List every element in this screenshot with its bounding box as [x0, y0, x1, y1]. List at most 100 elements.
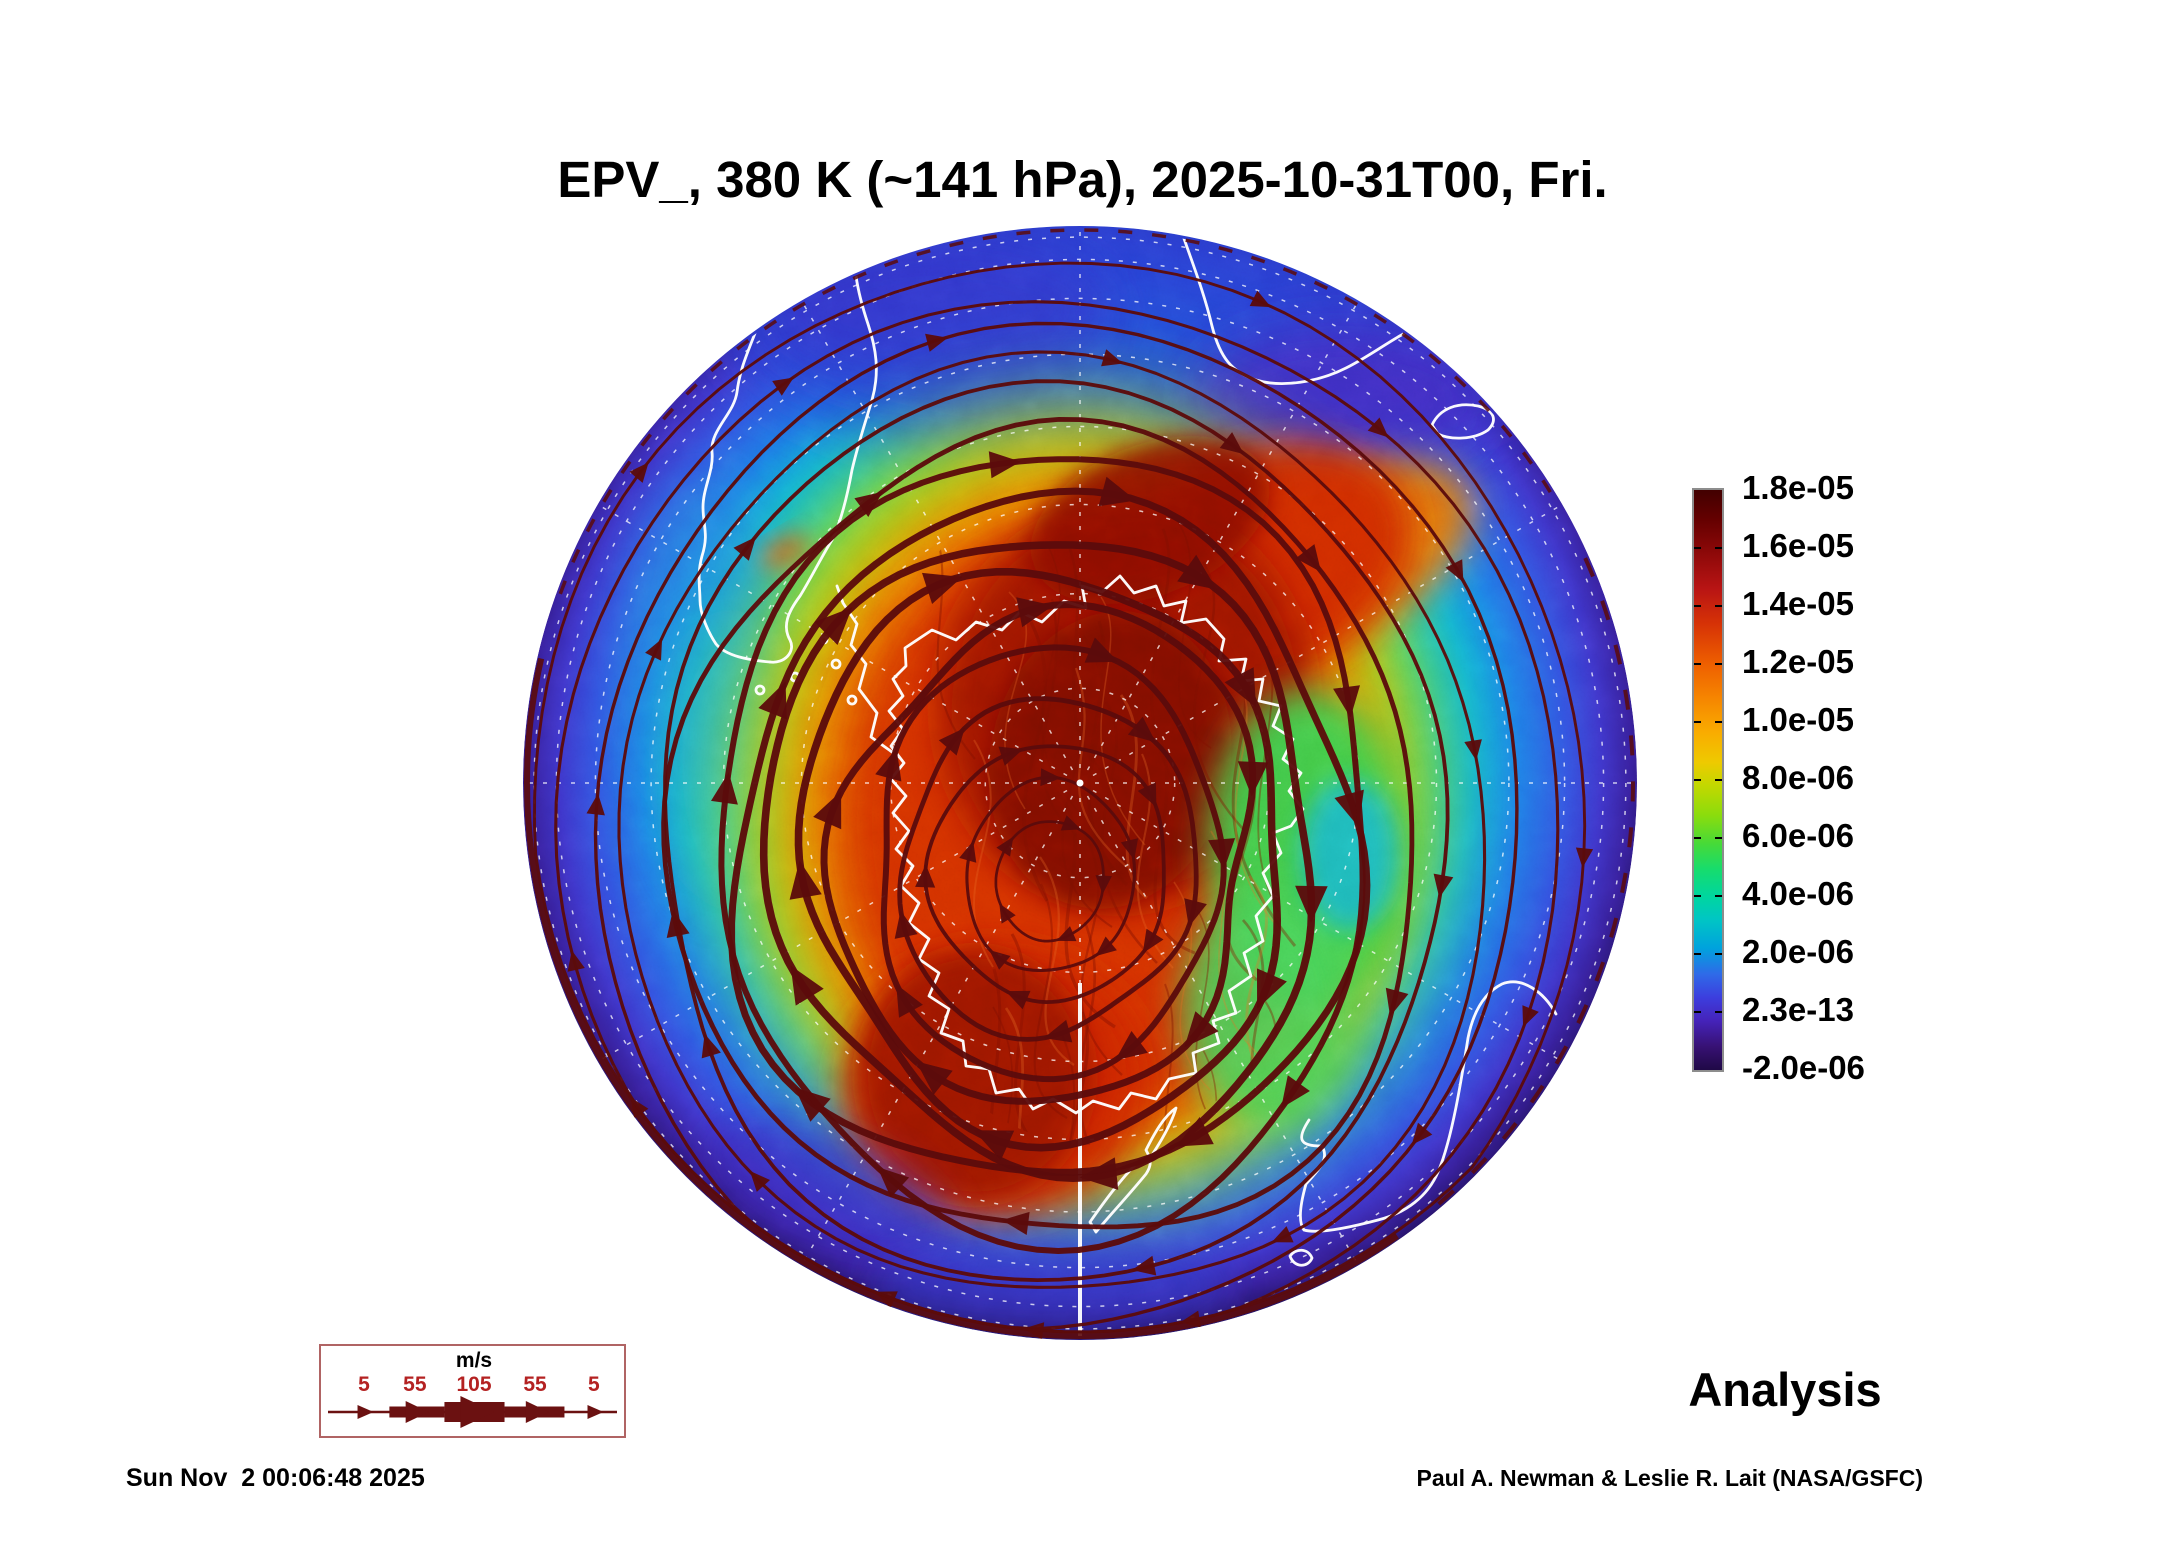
meridian-line: [1086, 795, 1357, 1262]
colorbar-tick-label: 1.4e-05: [1742, 585, 1854, 622]
streamline-arrowhead-icon: [959, 840, 977, 863]
colorbar-tick-label: 1.2e-05: [1742, 643, 1854, 680]
wind-arrowhead-icon: [460, 1396, 495, 1428]
streamline-arrowhead-icon: [1433, 873, 1454, 898]
streamline-arrowhead-icon: [1060, 815, 1081, 831]
meridian-line: [1092, 506, 1559, 777]
wind-legend-border: [319, 1344, 626, 1438]
rim-arc: [524, 657, 1399, 1339]
streamline: [663, 379, 1450, 1282]
wind-speed-label: 55: [523, 1373, 547, 1396]
streamline-arrowhead-icon: [1249, 290, 1271, 308]
streamline-arrowhead-icon: [1137, 782, 1157, 808]
streamline-arrowhead-icon: [1575, 847, 1594, 868]
streamline-arrowhead-icon: [758, 681, 787, 720]
streamline-arrowhead-icon: [996, 836, 1014, 857]
wind-arrowhead-icon: [357, 1405, 374, 1419]
colorbar-ticks: [1694, 547, 1722, 1013]
streamline-arrowhead-icon: [973, 1130, 1015, 1161]
wind-units-label: m/s: [456, 1349, 492, 1372]
streamline-arrowhead-icon: [1445, 559, 1464, 583]
streamline-arrowhead-icon: [711, 772, 738, 805]
streamline-arrowhead-icon: [877, 1166, 910, 1198]
streamline-arrowhead-icon: [1411, 1122, 1433, 1145]
streamline-arrowhead-icon: [1115, 1031, 1148, 1061]
page-title: EPV_, 380 K (~141 hPa), 2025-10-31T00, F…: [557, 151, 1608, 208]
wind-arrowhead-icon: [525, 1401, 549, 1423]
colorbar-tick-label: -2.0e-06: [1742, 1049, 1865, 1086]
latitude-circle: [984, 687, 1176, 879]
coastline-tasmania: [1288, 1248, 1314, 1267]
streamline-arrowhead-icon: [1281, 1075, 1310, 1109]
meridian-line: [803, 304, 1074, 771]
streamline-arrowhead-icon: [733, 536, 756, 561]
streamline-arrowhead-icon: [1177, 554, 1217, 590]
streamline-arrowhead-icon: [1224, 667, 1257, 708]
colorbar: [1692, 488, 1724, 1072]
meridian-line: [803, 795, 1074, 1262]
streamline-arrowhead-icon: [998, 746, 1024, 766]
streamline-arrowhead-icon: [1522, 1005, 1539, 1028]
streamline-arrowhead-icon: [1333, 685, 1360, 718]
streamline-arrowhead-icon: [1084, 637, 1119, 663]
streamline-arrowhead-icon: [875, 748, 902, 782]
colorbar-tick-label: 2.0e-06: [1742, 933, 1854, 970]
streamline-arrowhead-icon: [1367, 417, 1389, 438]
streamline-arrowhead-icon: [1005, 990, 1031, 1010]
streamline-arrowhead-icon: [586, 793, 605, 816]
streamline-arrowhead-icon: [789, 860, 822, 900]
colorbar-tick-label: 1.6e-05: [1742, 527, 1854, 564]
wind-speed-label: 5: [358, 1373, 370, 1396]
wind-speed-label: 105: [457, 1373, 492, 1396]
streamline-arrowhead-icon: [896, 984, 923, 1018]
streamline-arrowhead-icon: [989, 950, 1011, 970]
colorbar-tick-label: 4.0e-06: [1742, 875, 1854, 912]
streamline-arrowhead-icon: [629, 462, 649, 483]
streamline-arrowhead-icon: [1120, 838, 1139, 860]
rim-arcs-layer: [524, 228, 1636, 1339]
streamline: [554, 300, 1560, 1334]
coastline-antarctica: [887, 574, 1305, 1115]
streamline-arrowhead-icon: [1132, 1255, 1157, 1276]
coastline-new-zealand-north: [1144, 1106, 1178, 1160]
coastline-madagascar: [1430, 403, 1495, 440]
generation-timestamp: Sun Nov 2 00:06:48 2025: [126, 1464, 425, 1492]
streamline-arrowhead-icon: [1257, 968, 1287, 1009]
streamline-arrowhead-icon: [894, 910, 918, 939]
meridian-line: [1086, 304, 1357, 771]
wind-arrowhead-icon: [405, 1401, 429, 1423]
rim-arc: [1434, 557, 1636, 1209]
latitude-circle: [594, 297, 1566, 1269]
streamline-arrowhead-icon: [813, 791, 842, 830]
streamline-arrowhead-icon: [1040, 768, 1061, 787]
colorbar-tick-label: 2.3e-13: [1742, 991, 1854, 1028]
streamline-arrowhead-icon: [1219, 432, 1244, 455]
wind-speed-label: 5: [588, 1373, 600, 1396]
streamline: [994, 820, 1105, 943]
latitude-circle: [555, 258, 1605, 1308]
streamline-arrowhead-icon: [567, 950, 585, 972]
streamline-arrowhead-icon: [1127, 716, 1156, 743]
colorbar-tick-label: 8.0e-06: [1742, 759, 1854, 796]
streamline: [533, 261, 1587, 1334]
wind-speed-legend: m/s5 55 105 55 5: [319, 1344, 626, 1438]
streamline-arrowhead-icon: [854, 491, 883, 517]
streamline: [794, 568, 1281, 1152]
wind-arrowhead-icon: [587, 1405, 604, 1419]
rim-arc: [558, 228, 1561, 595]
streamline-arrowhead-icon: [938, 727, 965, 756]
streamline-arrowhead-icon: [701, 1033, 721, 1059]
streamline: [897, 696, 1199, 1042]
streamline: [965, 775, 1136, 973]
latitude-circle: [722, 425, 1438, 1141]
streamline-arrowhead-icon: [1184, 898, 1207, 927]
streamline-arrowhead-icon: [922, 572, 963, 604]
streamline-arrowhead-icon: [1208, 838, 1236, 870]
wind-speed-label: 55: [403, 1373, 427, 1396]
streamline: [728, 487, 1371, 1176]
coastline-south-america-west: [697, 326, 772, 664]
streamline-arrowhead-icon: [988, 451, 1021, 479]
streamline-arrowhead-icon: [1176, 1117, 1214, 1147]
